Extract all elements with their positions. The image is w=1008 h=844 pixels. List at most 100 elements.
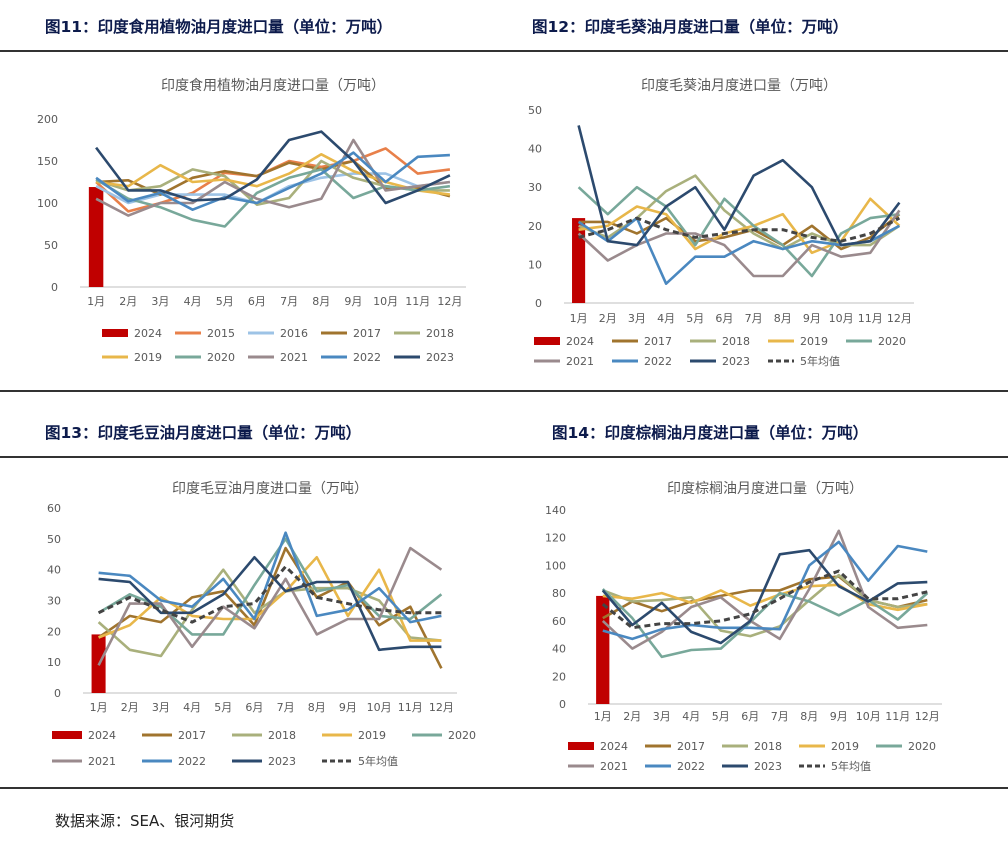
legend-item-2015: 2015 [175,327,235,340]
x-tick-label: 9月 [344,295,362,308]
chart-panel-veg-oil: 印度食用植物油月度进口量（万吨） 0 50 100 150 200 1月 2月 3月 4月 5月 6月… [0,52,504,390]
x-tick-label: 7月 [745,312,763,325]
y-tick-label: 40 [47,564,61,577]
chart-palm-oil-svg: 印度棕榈油月度进口量（万吨） 0 20 40 60 80 100 120 140 1月 2月 3月 4月… [545,481,942,773]
series-line-2019 [602,583,928,612]
y-tick-label: 0 [535,297,542,310]
y-tick-label: 10 [47,656,61,669]
y-tick-label: 50 [44,239,58,252]
legend-item-2022: 2022 [645,760,705,773]
chart-sunflower-oil-svg: 印度毛葵油月度进口量（万吨） 0 10 20 30 40 50 1月 2月 3月 4月 5月 6月 7月 8… [528,78,914,368]
x-tick-label: 9月 [803,312,821,325]
y-tick-label: 50 [47,533,61,546]
y-tick-label: 140 [545,504,566,517]
series-line-2017 [578,213,901,251]
x-tick-label: 10月 [367,701,392,714]
legend-label: 2024 [134,327,162,340]
series-line-2023 [95,130,451,205]
legend-label: 2020 [908,740,936,753]
x-tick-label: 1月 [90,701,108,714]
legend-swatch [102,329,128,337]
legend-label: 2018 [426,327,454,340]
legend-item-2016: 2016 [248,327,308,340]
chart-soy-oil-svg: 印度毛豆油月度进口量（万吨） 0 10 20 30 40 50 60 1月 2月 3月 4月 5月 6月 7… [47,481,476,768]
x-tick-label: 3月 [151,295,169,308]
series-line-2021 [601,529,928,650]
y-tick-label: 120 [545,532,566,545]
legend-item-2024: 2024 [568,740,628,753]
x-tick-label: 4月 [183,701,201,714]
figure-caption-13: 图13：印度毛豆油月度进口量（单位：万吨） [45,424,362,442]
y-tick-label: 40 [528,143,542,156]
y-tick-label: 100 [545,559,566,572]
legend-swatch [534,337,560,345]
legend-label: 2019 [358,729,386,742]
legend-label: 2023 [722,355,750,368]
x-tick-label: 3月 [653,710,671,723]
x-tick-label: 8月 [312,295,330,308]
legend-label: 5年均值 [800,354,840,368]
legend-swatch [568,742,594,750]
x-tick-label: 12月 [429,701,454,714]
figure-caption-12: 图12：印度毛葵油月度进口量（单位：万吨） [532,18,849,36]
legend-item-5年均值: 5年均值 [322,754,398,768]
legend-item-2020: 2020 [846,335,906,348]
x-tick-label: 8月 [308,701,326,714]
legend-item-2020: 2020 [412,729,476,742]
legend-item-2023: 2023 [690,355,750,368]
chart-veg-oil-svg: 印度食用植物油月度进口量（万吨） 0 50 100 150 200 1月 2月 3月 4月 5月 6月… [37,77,466,364]
legend-item-2021: 2021 [52,755,116,768]
y-tick-label: 40 [552,643,566,656]
legend-item-2021: 2021 [568,760,628,773]
x-tick-label: 5月 [214,701,232,714]
legend-label: 2017 [178,729,206,742]
y-tick-label: 100 [37,197,58,210]
top-rule [0,50,1008,52]
x-tick-label: 4月 [657,312,675,325]
legend-item-2024: 2024 [534,335,594,348]
x-tick-label: 10月 [373,295,398,308]
legend-item-2023: 2023 [232,755,296,768]
series-line-2021 [577,209,901,278]
legend-item-2019: 2019 [102,351,162,364]
y-tick-label: 0 [54,687,61,700]
legend-item-2023: 2023 [722,760,782,773]
x-tick-label: 12月 [887,312,912,325]
series-line-5年均值 [97,565,442,624]
bar-2024 [596,595,610,704]
y-tick-label: 80 [552,587,566,600]
x-tick-label: 9月 [830,710,848,723]
legend-label: 2017 [677,740,705,753]
series-line-2019 [95,153,451,196]
legend-item-2022: 2022 [321,351,381,364]
x-tick-label: 11月 [398,701,423,714]
x-tick-label: 5月 [712,710,730,723]
x-tick-label: 7月 [280,295,298,308]
bottom-rule [0,787,1008,789]
y-tick-label: 10 [528,258,542,271]
chart-title: 印度食用植物油月度进口量（万吨） [161,77,385,94]
legend-label: 2019 [831,740,859,753]
mid-rule-upper [0,390,1008,392]
y-tick-label: 20 [528,220,542,233]
legend-label: 2024 [600,740,628,753]
x-tick-label: 12月 [437,295,462,308]
x-tick-label: 2月 [121,701,139,714]
x-tick-label: 11月 [405,295,430,308]
legend-label: 2023 [268,755,296,768]
data-source-note: 数据来源：SEA、银河期货 [55,812,235,830]
legend-item-2018: 2018 [722,740,782,753]
legend-label: 2020 [878,335,906,348]
legend-label: 2018 [722,335,750,348]
x-tick-label: 1月 [87,295,105,308]
series-line-2020 [577,185,900,278]
x-tick-label: 1月 [570,312,588,325]
legend-label: 2022 [644,355,672,368]
legend-item-5年均值: 5年均值 [799,759,871,773]
legend-item-2024: 2024 [52,729,116,742]
figure-caption-14: 图14：印度棕榈油月度进口量（单位：万吨） [552,424,869,442]
legend-item-2022: 2022 [612,355,672,368]
legend-label: 2023 [754,760,782,773]
legend-item-2023: 2023 [394,351,454,364]
legend-item-2022: 2022 [142,755,206,768]
